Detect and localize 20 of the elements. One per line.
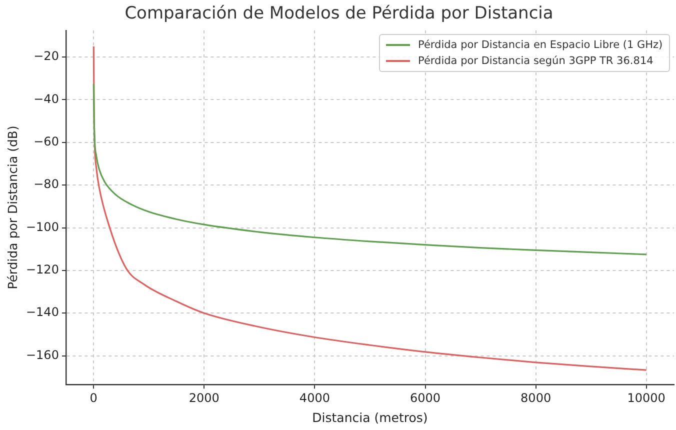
x-tick-label: 8000 <box>520 390 552 405</box>
chart-title: Comparación de Modelos de Pérdida por Distancia <box>124 4 554 24</box>
y-tick-label: −40 <box>34 92 59 106</box>
x-tick-label: 2000 <box>188 390 220 405</box>
y-tick-label: −100 <box>26 220 59 234</box>
x-tick-label: 0 <box>90 390 98 405</box>
y-tick-label: −140 <box>26 305 59 320</box>
y-tick-label: −160 <box>26 348 59 362</box>
x-tick-label: 10000 <box>627 390 666 405</box>
y-tick-label: −120 <box>26 262 59 277</box>
x-tick-label: 4000 <box>299 390 330 405</box>
legend-label: Pérdida por Distancia en Espacio Libre (1 GHz) <box>418 38 663 54</box>
x-tick-label: 6000 <box>410 390 441 405</box>
y-axis-title: Pérdida por Distancia (dB) <box>4 126 20 290</box>
y-tick-label: −60 <box>34 134 59 149</box>
line-series <box>92 82 648 256</box>
x-axis-title: Distancia (metros) <box>312 410 428 425</box>
legend-label: Pérdida por Distancia según 3GPP TR 36.814 <box>418 54 654 70</box>
y-tick-label: −80 <box>34 177 59 192</box>
y-tick-label: −20 <box>34 49 59 64</box>
